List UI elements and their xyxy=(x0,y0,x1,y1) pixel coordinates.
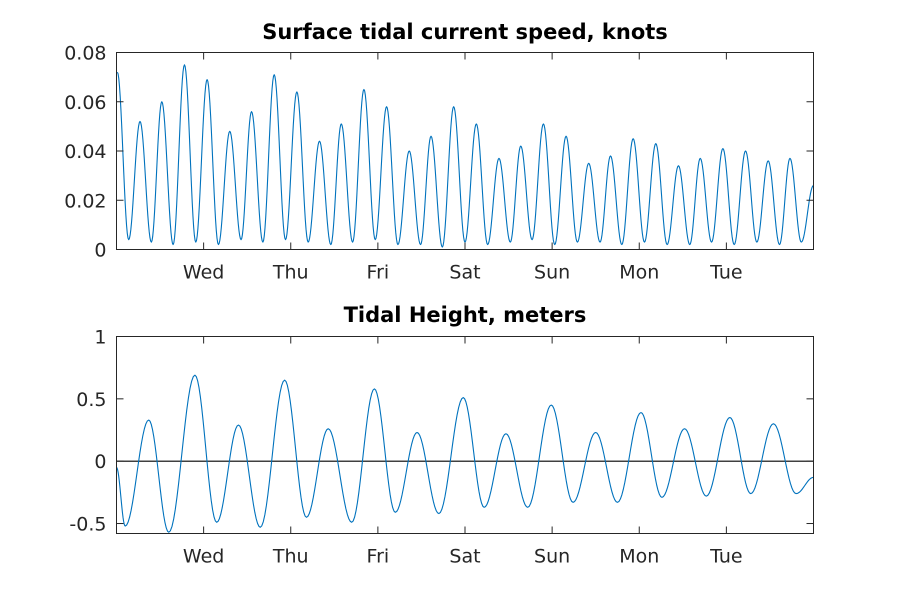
x-tick-label: Sun xyxy=(534,546,570,568)
x-tick-label: Tue xyxy=(709,262,742,284)
y-tick-label: 0.04 xyxy=(64,141,106,163)
y-tick-label: 1 xyxy=(94,327,106,349)
plot-frame xyxy=(116,336,814,534)
y-tick-label: 0.08 xyxy=(64,43,106,65)
x-tick-label: Fri xyxy=(367,546,390,568)
y-tick-label: 0.5 xyxy=(76,389,106,411)
current-speed-chart: Surface tidal current speed, knots 0 0.02… xyxy=(64,20,814,284)
x-tick-label: Tue xyxy=(709,546,742,568)
x-tick-label: Thu xyxy=(272,546,309,568)
y-tick-label: 0.02 xyxy=(64,190,106,212)
y-tick-label: 0 xyxy=(94,240,106,262)
x-tick-label: Mon xyxy=(619,546,659,568)
x-tick-label: Thu xyxy=(272,262,309,284)
y-tick-label: 0.06 xyxy=(64,92,106,114)
y-tick-label: -0.5 xyxy=(69,514,106,536)
chart-title: Surface tidal current speed, knots xyxy=(262,20,668,44)
x-tick-label: Sat xyxy=(449,546,480,568)
series-line xyxy=(116,374,814,533)
tidal-height-chart: Tidal Height, meters -0.5 0 0.5 1 Wed Thu Fri S… xyxy=(69,303,814,568)
plot-frame xyxy=(116,52,814,250)
y-tick-label: 0 xyxy=(94,451,106,473)
x-tick-label: Sat xyxy=(449,262,480,284)
x-tick-label: Wed xyxy=(183,262,224,284)
x-tick-label: Sun xyxy=(534,262,570,284)
x-tick-label: Mon xyxy=(619,262,659,284)
series-line xyxy=(116,64,814,248)
chart-title: Tidal Height, meters xyxy=(344,303,587,327)
x-tick-label: Wed xyxy=(183,546,224,568)
x-tick-label: Fri xyxy=(367,262,390,284)
